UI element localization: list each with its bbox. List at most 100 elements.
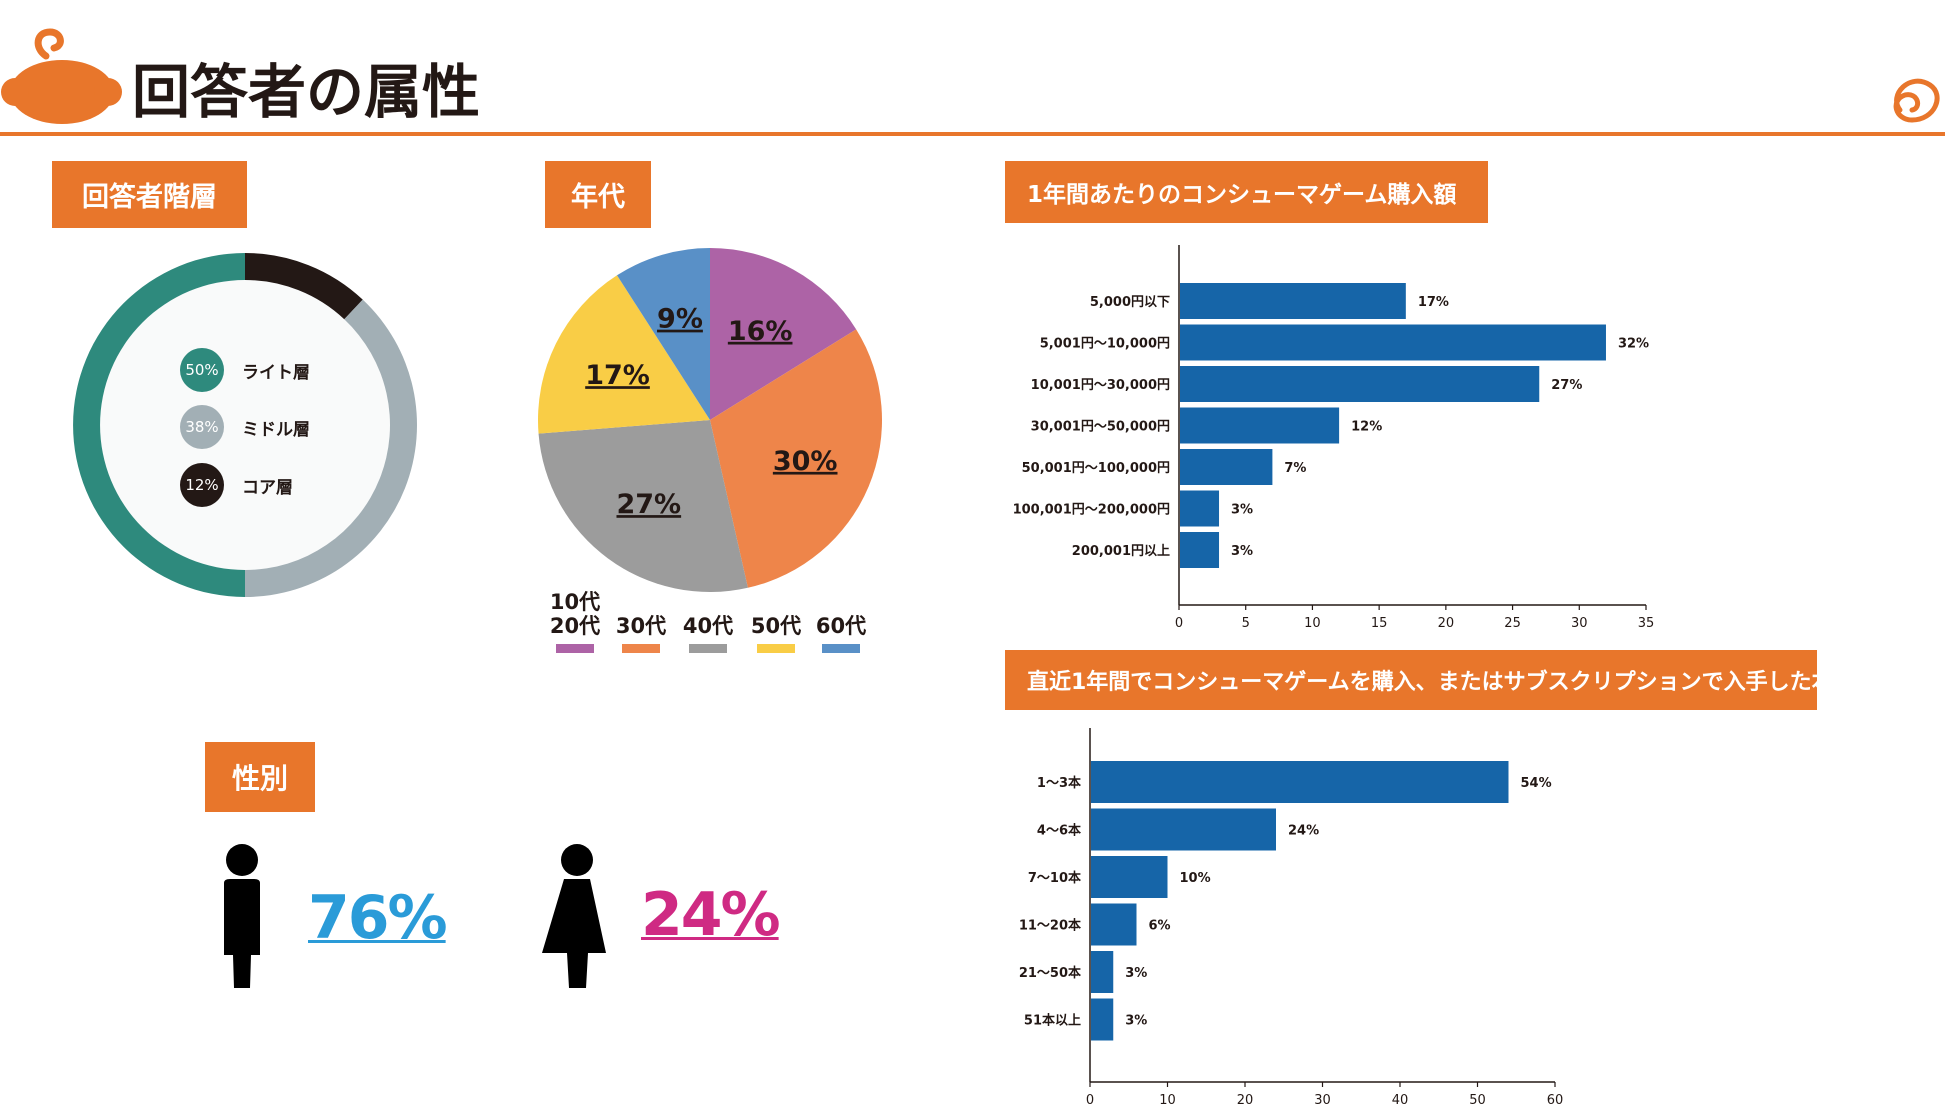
age-legend-swatch	[689, 644, 727, 653]
bar-value-label: 24%	[1288, 824, 1319, 839]
bar	[1091, 856, 1168, 898]
pie-slice	[710, 248, 857, 420]
pie-slice	[538, 420, 748, 592]
donut-slice	[73, 253, 245, 597]
page-header: 回答者の属性	[0, 28, 1945, 136]
category-label: 50,001円〜100,000円	[1022, 461, 1170, 476]
donut-inner-face	[100, 280, 390, 570]
age-legend-item: 60代	[811, 614, 871, 653]
x-tick-label: 5	[1242, 616, 1250, 631]
category-label: 1〜3本	[1037, 775, 1081, 791]
x-tick-label: 50	[1469, 1093, 1486, 1108]
bar	[1180, 449, 1273, 485]
age-section-label: 年代	[545, 161, 651, 228]
bar-value-label: 3%	[1231, 503, 1253, 518]
bar	[1180, 490, 1220, 527]
male-figure-icon	[224, 844, 260, 988]
tier-section-label: 回答者階層	[52, 161, 247, 228]
swirl-ornament-icon	[1893, 92, 1921, 123]
tier-badge: 38%	[180, 405, 224, 449]
pie-slice-label: 17%	[585, 360, 650, 391]
page-title: 回答者の属性	[132, 58, 480, 126]
bar-value-label: 3%	[1125, 1014, 1147, 1029]
count-section-label: 直近1年間でコンシューマゲームを購入、またはサブスクリプションで入手した本数	[1005, 650, 1856, 710]
tier-legend-item: 50% ライト層	[180, 348, 310, 392]
bar	[1091, 903, 1137, 946]
tier-label: ミドル層	[242, 419, 310, 440]
category-label: 200,001円以上	[1072, 544, 1170, 559]
x-tick-label: 10	[1304, 616, 1321, 631]
age-legend-swatch	[757, 644, 795, 653]
age-legend-label: 50代	[750, 614, 802, 638]
category-label: 5,001円〜10,000円	[1040, 337, 1170, 352]
bar-value-label: 3%	[1125, 966, 1147, 981]
pie-slice	[710, 329, 882, 588]
tier-label: コア層	[242, 477, 293, 498]
x-tick-label: 30	[1571, 616, 1588, 631]
x-tick-label: 35	[1638, 616, 1655, 631]
x-tick-label: 0	[1175, 616, 1183, 631]
bar	[1091, 761, 1509, 803]
bar-value-label: 54%	[1521, 776, 1552, 791]
age-legend-label: 10代 20代	[549, 590, 601, 638]
category-label: 21〜50本	[1019, 965, 1081, 981]
tier-badge: 50%	[180, 348, 224, 392]
female-percentage: 24%	[641, 880, 781, 950]
x-tick-label: 40	[1392, 1093, 1409, 1108]
tier-donut-chart	[73, 253, 417, 597]
age-legend-label: 40代	[682, 614, 734, 638]
bar	[1180, 283, 1406, 319]
gender-section-label: 性別	[205, 742, 315, 812]
spend-section-label: 1年間あたりのコンシューマゲーム購入額	[1005, 161, 1488, 223]
pie-slice	[538, 275, 710, 434]
age-legend-item: 40代	[678, 614, 738, 653]
bar-value-label: 12%	[1351, 420, 1382, 435]
x-tick-label: 15	[1371, 616, 1388, 631]
age-legend-swatch	[622, 644, 660, 653]
age-legend-label: 60代	[815, 614, 867, 638]
bar	[1180, 407, 1340, 444]
pie-slice-label: 16%	[728, 316, 793, 347]
donut-slice	[245, 299, 417, 597]
category-label: 7〜10本	[1028, 870, 1081, 886]
donut-slice	[245, 253, 363, 320]
mascot-logo-icon	[1, 28, 122, 124]
x-tick-label: 20	[1237, 1093, 1254, 1108]
bar	[1180, 366, 1540, 402]
category-label: 51本以上	[1024, 1013, 1081, 1029]
female-figure-icon	[542, 844, 606, 988]
pie-slice	[617, 248, 710, 420]
bar	[1091, 998, 1114, 1041]
category-label: 5,000円以下	[1090, 295, 1170, 310]
tier-badge: 12%	[180, 463, 224, 507]
age-legend-swatch	[556, 644, 594, 653]
x-tick-label: 60	[1547, 1093, 1564, 1108]
swirl-ornament-outer-icon	[1894, 78, 1940, 123]
bar-value-label: 10%	[1180, 871, 1211, 886]
category-label: 4〜6本	[1037, 823, 1081, 839]
bar-value-label: 3%	[1231, 544, 1253, 559]
bar	[1091, 951, 1114, 993]
age-legend-label: 30代	[615, 614, 667, 638]
category-label: 100,001円〜200,000円	[1013, 503, 1170, 518]
age-legend-item: 10代 20代	[545, 590, 605, 653]
x-tick-label: 25	[1504, 616, 1521, 631]
category-label: 10,001円〜30,000円	[1031, 378, 1170, 393]
tier-legend-item: 12% コア層	[180, 463, 293, 507]
pie-slice-label: 9%	[657, 304, 703, 335]
category-label: 30,001円〜50,000円	[1031, 420, 1170, 435]
spend-bar-chart: 0 5 10 15 20 25 30 35 5,000円以下 17% 5,001円〜10,000円 3…	[1013, 245, 1655, 631]
x-tick-label: 30	[1314, 1093, 1331, 1108]
bar-value-label: 7%	[1284, 461, 1306, 476]
tier-label: ライト層	[242, 362, 310, 383]
pie-slice-label: 30%	[773, 446, 838, 477]
male-percentage: 76%	[308, 883, 448, 953]
age-legend-swatch	[822, 644, 860, 653]
bar	[1180, 532, 1220, 568]
bar-value-label: 32%	[1618, 337, 1649, 352]
tier-legend-item: 38% ミドル層	[180, 405, 310, 449]
bar-value-label: 17%	[1418, 295, 1449, 310]
age-legend-item: 50代	[746, 614, 806, 653]
bar	[1180, 324, 1606, 361]
bar-value-label: 6%	[1149, 919, 1171, 934]
